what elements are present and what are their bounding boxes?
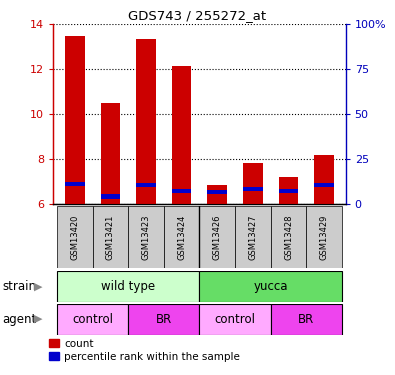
- Bar: [136, 183, 156, 187]
- Bar: [271, 304, 342, 334]
- Text: yucca: yucca: [254, 280, 288, 293]
- Text: GSM13426: GSM13426: [213, 214, 222, 260]
- Text: BR: BR: [156, 313, 172, 326]
- Bar: [314, 183, 334, 187]
- Bar: [199, 304, 271, 334]
- Bar: [65, 36, 85, 204]
- Text: GSM13420: GSM13420: [70, 214, 79, 260]
- Text: GSM13429: GSM13429: [320, 214, 329, 260]
- Text: GDS743 / 255272_at: GDS743 / 255272_at: [128, 9, 267, 22]
- Bar: [279, 177, 298, 204]
- Bar: [128, 304, 199, 334]
- Bar: [199, 271, 342, 302]
- Text: BR: BR: [298, 313, 314, 326]
- Text: ▶: ▶: [34, 282, 43, 291]
- Bar: [271, 206, 307, 268]
- Text: ▶: ▶: [34, 314, 43, 324]
- Text: GSM13421: GSM13421: [106, 214, 115, 260]
- Bar: [101, 195, 120, 198]
- Bar: [314, 155, 334, 204]
- Bar: [57, 304, 128, 334]
- Bar: [307, 206, 342, 268]
- Bar: [235, 206, 271, 268]
- Bar: [199, 206, 235, 268]
- Bar: [57, 271, 199, 302]
- Text: control: control: [72, 313, 113, 326]
- Bar: [172, 66, 192, 204]
- Bar: [172, 189, 192, 193]
- Bar: [243, 163, 263, 204]
- Text: wild type: wild type: [101, 280, 155, 293]
- Bar: [128, 206, 164, 268]
- Text: GSM13428: GSM13428: [284, 214, 293, 260]
- Text: GSM13423: GSM13423: [141, 214, 150, 260]
- Bar: [101, 103, 120, 204]
- Text: GSM13427: GSM13427: [248, 214, 258, 260]
- Bar: [65, 182, 85, 186]
- Bar: [57, 206, 92, 268]
- Bar: [207, 185, 227, 204]
- Bar: [207, 190, 227, 194]
- Legend: count, percentile rank within the sample: count, percentile rank within the sample: [45, 334, 245, 366]
- Text: GSM13424: GSM13424: [177, 214, 186, 260]
- Bar: [92, 206, 128, 268]
- Text: agent: agent: [2, 313, 36, 326]
- Bar: [164, 206, 199, 268]
- Text: control: control: [214, 313, 256, 326]
- Text: strain: strain: [2, 280, 36, 293]
- Bar: [279, 189, 298, 193]
- Bar: [243, 187, 263, 190]
- Bar: [136, 39, 156, 204]
